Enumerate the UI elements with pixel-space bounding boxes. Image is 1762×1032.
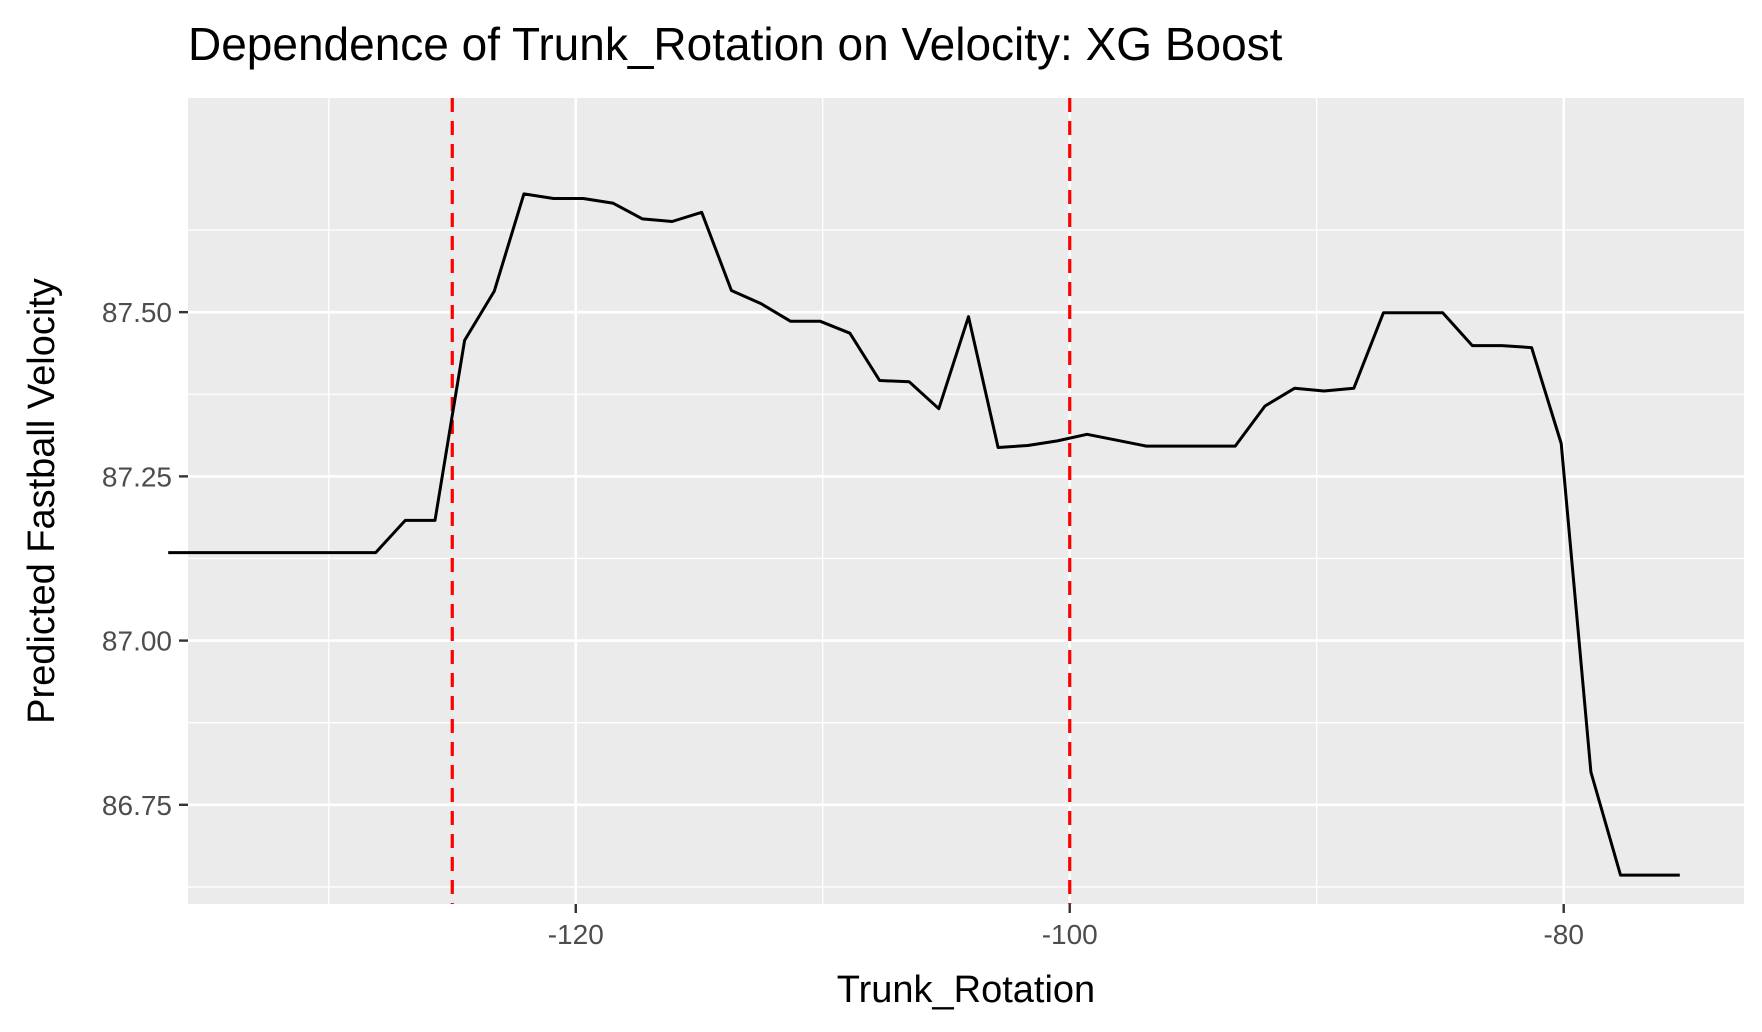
reference-lines: [450, 98, 1072, 904]
y-axis: 86.75 87.00 87.25 87.50: [102, 297, 188, 821]
series-line: [168, 192, 1680, 877]
x-axis-title: Trunk_Rotation: [837, 969, 1095, 1011]
x-tick-label: -120: [548, 919, 604, 950]
minor-gridlines: [188, 98, 1744, 904]
x-tick-label: -100: [1042, 919, 1098, 950]
data-series: [168, 192, 1680, 877]
y-tick-label: 87.25: [102, 461, 172, 492]
chart-title: Dependence of Trunk_Rotation on Velocity…: [188, 18, 1283, 70]
plot-panel: [188, 98, 1744, 904]
y-tick-label: 86.75: [102, 790, 172, 821]
x-axis: -120 -100 -80: [548, 904, 1584, 950]
x-tick-label: -80: [1543, 919, 1583, 950]
y-axis-title: Predicted Fastball Velocity: [21, 278, 63, 724]
y-tick-label: 87.00: [102, 626, 172, 657]
y-tick-label: 87.50: [102, 297, 172, 328]
